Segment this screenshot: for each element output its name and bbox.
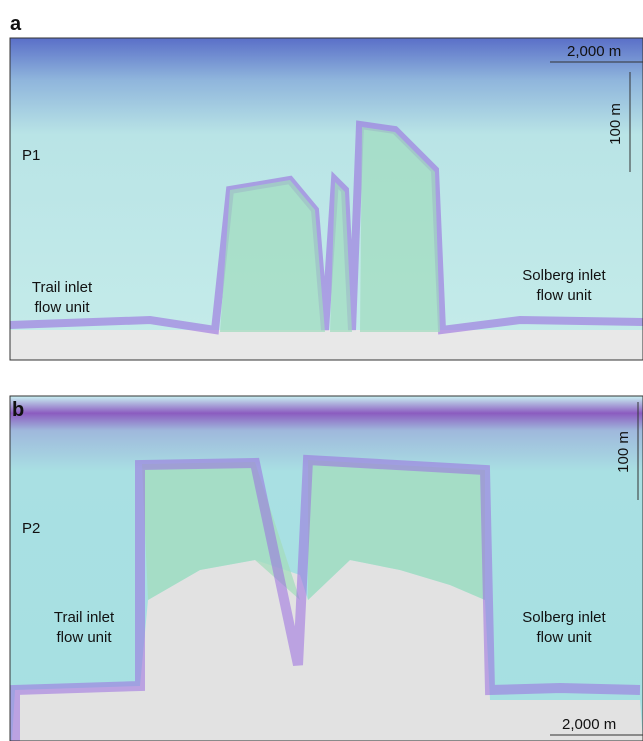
unit-label: Trail inlet bbox=[54, 609, 115, 626]
frame bbox=[9, 37, 643, 361]
scale-label: 100 m bbox=[607, 103, 624, 145]
block bbox=[360, 127, 440, 332]
flow-outline bbox=[9, 120, 643, 335]
panel-label: a bbox=[10, 13, 22, 35]
unit-label: flow unit bbox=[536, 287, 592, 304]
basement bbox=[10, 330, 643, 360]
scale-label: 2,000 m bbox=[562, 716, 616, 733]
unit-label: Solberg inlet bbox=[522, 609, 606, 626]
unit-label: Trail inlet bbox=[32, 279, 93, 296]
panel-a: a 2,000 m 100 m P1 Trail inlet flow unit… bbox=[9, 13, 643, 361]
unit-label: Solberg inlet bbox=[522, 267, 606, 284]
block bbox=[308, 460, 485, 600]
profile-label: P2 bbox=[22, 520, 40, 537]
block bbox=[330, 182, 352, 332]
unit-label: flow unit bbox=[536, 629, 592, 646]
scale-label: 2,000 m bbox=[567, 43, 621, 60]
profile-label: P1 bbox=[22, 147, 40, 164]
unit-label: flow unit bbox=[56, 629, 112, 646]
panel-label: b bbox=[12, 399, 24, 421]
unit-label: flow unit bbox=[34, 299, 90, 316]
block bbox=[220, 180, 325, 332]
scale-label: 100 m bbox=[615, 431, 632, 473]
flow-outline bbox=[10, 454, 641, 741]
panel-b: b 100 m 2,000 m P2 Trail inlet flow unit… bbox=[9, 395, 643, 741]
frame bbox=[9, 395, 643, 741]
